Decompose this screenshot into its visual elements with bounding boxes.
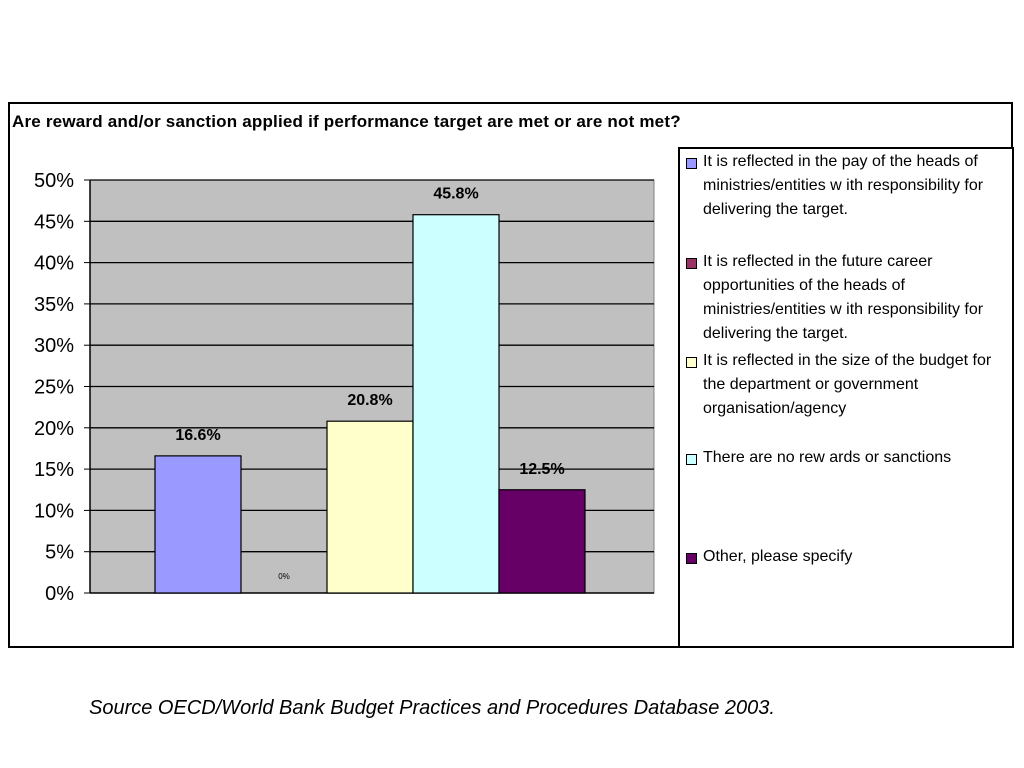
y-tick-label: 0% — [45, 583, 74, 605]
bar-1 — [154, 455, 242, 594]
legend-label: There are no rew ards or sanctions — [703, 449, 952, 466]
y-tick-label: 45% — [34, 211, 74, 233]
y-tick-label: 30% — [34, 335, 74, 357]
chart-title: Are reward and/or sanction applied if pe… — [12, 112, 681, 131]
legend-label: It is reflected in the size of the budge… — [703, 352, 992, 417]
legend-swatch — [686, 553, 697, 564]
legend-item-3: It is reflected in the size of the budge… — [686, 352, 1008, 421]
data-label-2: 0% — [278, 572, 290, 581]
legend-label: Other, please specify — [703, 548, 853, 565]
legend-item-2: It is reflected in the future career opp… — [686, 253, 1008, 346]
bar-5 — [498, 489, 586, 594]
bar-4 — [412, 214, 500, 594]
data-label-5: 12.5% — [519, 461, 564, 478]
legend-swatch — [686, 357, 697, 368]
legend-item-4: There are no rew ards or sanctions — [686, 449, 1008, 470]
data-label-1: 16.6% — [175, 427, 220, 444]
legend-swatch — [686, 158, 697, 169]
y-tick-label: 20% — [34, 418, 74, 440]
y-tick-label: 15% — [34, 459, 74, 481]
bar-3 — [326, 420, 414, 594]
data-label-4: 45.8% — [433, 186, 478, 203]
chart-legend: It is reflected in the pay of the heads … — [678, 147, 1014, 648]
legend-label: It is reflected in the pay of the heads … — [703, 153, 984, 218]
legend-item-5: Other, please specify — [686, 548, 1008, 569]
y-tick-label: 25% — [34, 377, 74, 399]
y-tick-label: 10% — [34, 500, 74, 522]
legend-swatch — [686, 454, 697, 465]
legend-item-1: It is reflected in the pay of the heads … — [686, 153, 1008, 222]
y-tick-label: 5% — [45, 542, 74, 564]
y-tick-label: 50% — [34, 170, 74, 192]
source-note: Source OECD/World Bank Budget Practices … — [89, 697, 775, 719]
y-tick-label: 40% — [34, 253, 74, 275]
data-label-3: 20.8% — [347, 392, 392, 409]
legend-label: It is reflected in the future career opp… — [703, 253, 984, 342]
y-tick-label: 35% — [34, 294, 74, 316]
legend-swatch — [686, 258, 697, 269]
